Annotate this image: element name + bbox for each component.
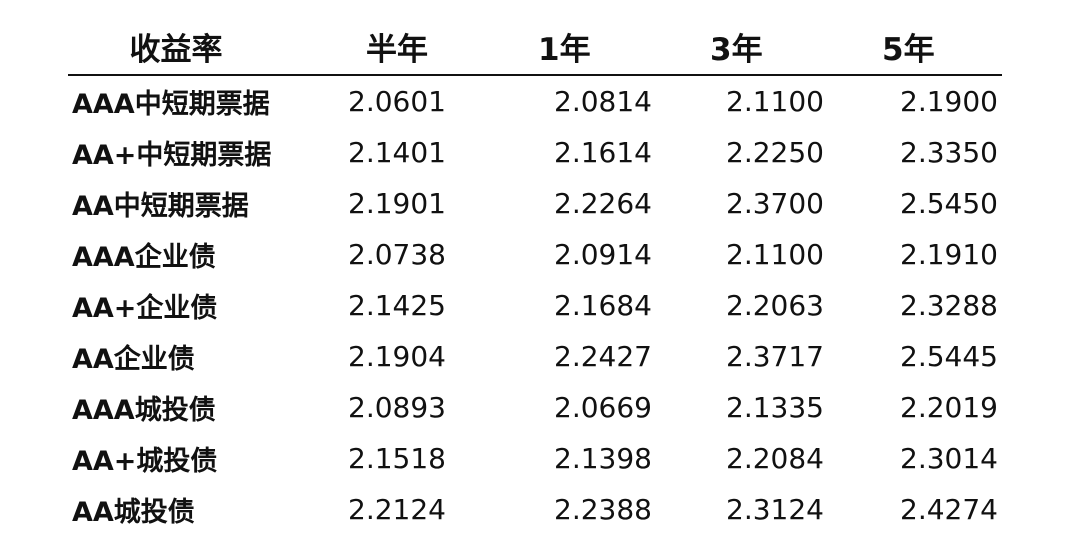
cell-1-year: 2.1684 — [554, 289, 652, 322]
row-label: AA+中短期票据 — [72, 140, 272, 171]
cell-1-year: 2.0914 — [554, 238, 652, 271]
cell-3-year: 2.3717 — [726, 340, 824, 373]
cell-5-year: 2.2019 — [900, 391, 998, 424]
cell-3-year: 2.1100 — [726, 238, 824, 271]
cell-1-year: 2.0814 — [554, 85, 652, 118]
cell-3-year: 2.2084 — [726, 442, 824, 475]
table-row: AA+企业债 2.1425 2.1684 2.2063 2.3288 — [68, 280, 1002, 331]
table-body: AAA中短期票据 2.0601 2.0814 2.1100 2.1900 AA+… — [68, 75, 1002, 535]
cell-5-year: 2.1900 — [900, 85, 998, 118]
cell-1-year: 2.1398 — [554, 442, 652, 475]
cell-1-year: 2.2427 — [554, 340, 652, 373]
table-row: AA+中短期票据 2.1401 2.1614 2.2250 2.3350 — [68, 127, 1002, 178]
cell-half-year: 2.1401 — [348, 136, 446, 169]
header-half-year: 半年 — [312, 18, 484, 76]
yield-table-container: 收益率 半年 1年 3年 5年 AAA中短期票据 2.0601 2.0814 2… — [68, 18, 1002, 535]
header-yield: 收益率 — [68, 18, 312, 76]
table-row: AAA城投债 2.0893 2.0669 2.1335 2.2019 — [68, 382, 1002, 433]
cell-5-year: 2.3014 — [900, 442, 998, 475]
cell-half-year: 2.1425 — [348, 289, 446, 322]
cell-5-year: 2.1910 — [900, 238, 998, 271]
table-row: AA+城投债 2.1518 2.1398 2.2084 2.3014 — [68, 433, 1002, 484]
cell-1-year: 2.2264 — [554, 187, 652, 220]
cell-half-year: 2.1901 — [348, 187, 446, 220]
cell-3-year: 2.1335 — [726, 391, 824, 424]
cell-3-year: 2.1100 — [726, 85, 824, 118]
cell-3-year: 2.2250 — [726, 136, 824, 169]
row-label: AA+城投债 — [72, 446, 218, 477]
table-row: AAA中短期票据 2.0601 2.0814 2.1100 2.1900 — [68, 75, 1002, 127]
row-label: AAA城投债 — [72, 395, 216, 426]
row-label: AAA中短期票据 — [72, 89, 270, 120]
row-label: AA城投债 — [72, 497, 195, 528]
row-label: AA企业债 — [72, 344, 195, 375]
header-row: 收益率 半年 1年 3年 5年 — [68, 18, 1002, 76]
cell-5-year: 2.3288 — [900, 289, 998, 322]
table-row: AA企业债 2.1904 2.2427 2.3717 2.5445 — [68, 331, 1002, 382]
yield-table: 收益率 半年 1年 3年 5年 AAA中短期票据 2.0601 2.0814 2… — [68, 18, 1002, 535]
cell-5-year: 2.3350 — [900, 136, 998, 169]
header-3-year: 3年 — [656, 18, 828, 76]
cell-5-year: 2.5450 — [900, 187, 998, 220]
table-row: AAA企业债 2.0738 2.0914 2.1100 2.1910 — [68, 229, 1002, 280]
row-label: AA中短期票据 — [72, 191, 249, 222]
cell-half-year: 2.0601 — [348, 85, 446, 118]
table-header: 收益率 半年 1年 3年 5年 — [68, 18, 1002, 76]
header-1-year: 1年 — [484, 18, 656, 76]
cell-1-year: 2.2388 — [554, 493, 652, 526]
cell-half-year: 2.1904 — [348, 340, 446, 373]
cell-1-year: 2.1614 — [554, 136, 652, 169]
table-row: AA中短期票据 2.1901 2.2264 2.3700 2.5450 — [68, 178, 1002, 229]
row-label: AA+企业债 — [72, 293, 218, 324]
cell-3-year: 2.3700 — [726, 187, 824, 220]
header-5-year: 5年 — [828, 18, 1002, 76]
cell-1-year: 2.0669 — [554, 391, 652, 424]
table-row: AA城投债 2.2124 2.2388 2.3124 2.4274 — [68, 484, 1002, 535]
cell-5-year: 2.5445 — [900, 340, 998, 373]
cell-3-year: 2.3124 — [726, 493, 824, 526]
cell-half-year: 2.0893 — [348, 391, 446, 424]
cell-3-year: 2.2063 — [726, 289, 824, 322]
row-label: AAA企业债 — [72, 242, 216, 273]
cell-half-year: 2.2124 — [348, 493, 446, 526]
cell-5-year: 2.4274 — [900, 493, 998, 526]
cell-half-year: 2.0738 — [348, 238, 446, 271]
cell-half-year: 2.1518 — [348, 442, 446, 475]
